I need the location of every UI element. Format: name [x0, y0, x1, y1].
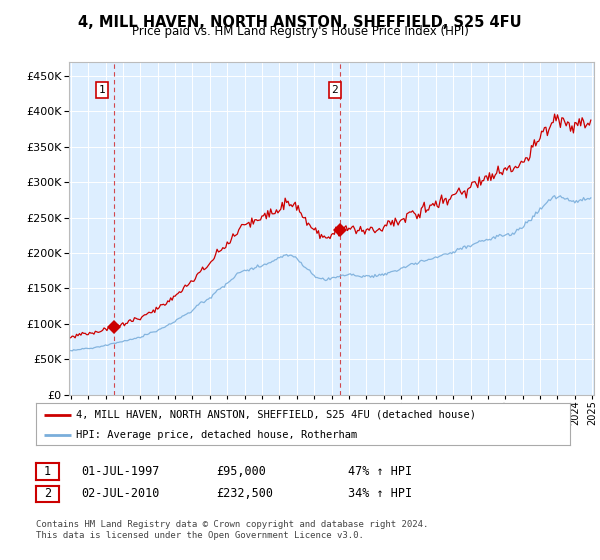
Text: 01-JUL-1997: 01-JUL-1997	[81, 465, 160, 478]
Text: £95,000: £95,000	[216, 465, 266, 478]
Text: 02-JUL-2010: 02-JUL-2010	[81, 487, 160, 501]
Text: £232,500: £232,500	[216, 487, 273, 501]
Text: 34% ↑ HPI: 34% ↑ HPI	[348, 487, 412, 501]
Text: 1: 1	[44, 465, 51, 478]
Text: 47% ↑ HPI: 47% ↑ HPI	[348, 465, 412, 478]
Text: Contains HM Land Registry data © Crown copyright and database right 2024.
This d: Contains HM Land Registry data © Crown c…	[36, 520, 428, 540]
Text: 1: 1	[98, 85, 106, 95]
Text: HPI: Average price, detached house, Rotherham: HPI: Average price, detached house, Roth…	[76, 430, 358, 440]
Text: Price paid vs. HM Land Registry's House Price Index (HPI): Price paid vs. HM Land Registry's House …	[131, 25, 469, 38]
Text: 2: 2	[44, 487, 51, 501]
Text: 2: 2	[332, 85, 338, 95]
Text: 4, MILL HAVEN, NORTH ANSTON, SHEFFIELD, S25 4FU: 4, MILL HAVEN, NORTH ANSTON, SHEFFIELD, …	[78, 15, 522, 30]
Text: 4, MILL HAVEN, NORTH ANSTON, SHEFFIELD, S25 4FU (detached house): 4, MILL HAVEN, NORTH ANSTON, SHEFFIELD, …	[76, 410, 476, 420]
